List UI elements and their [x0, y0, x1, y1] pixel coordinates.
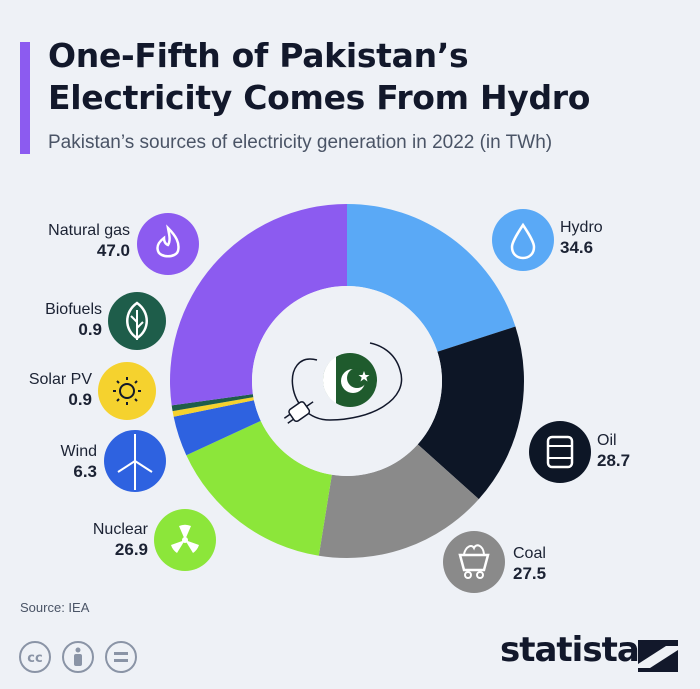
- sun-icon: [98, 362, 156, 420]
- series-value: 47.0: [96, 241, 130, 260]
- title-accent-bar: [20, 42, 30, 154]
- cc-icon[interactable]: cc: [19, 641, 51, 673]
- series-name: Solar PV: [28, 371, 92, 388]
- series-name: Hydro: [560, 219, 603, 236]
- slice-oil: [417, 326, 525, 500]
- source-note: Source: IEA: [20, 600, 90, 615]
- series-value: 26.9: [114, 540, 148, 559]
- label-oil: Oil 28.7: [597, 431, 687, 471]
- slice-coal: [318, 444, 479, 558]
- label-biofuels: Biofuels 0.9: [0, 300, 102, 340]
- label-wind: Wind 6.3: [0, 442, 97, 482]
- plug-icon: [283, 401, 314, 424]
- series-name: Coal: [513, 545, 546, 562]
- slice-solar-pv: [172, 397, 254, 417]
- series-value: 0.9: [68, 390, 92, 409]
- title-line-1: One-Fifth of Pakistan’s: [48, 36, 469, 75]
- donut-slices: [170, 204, 525, 558]
- statista-logo[interactable]: statista: [500, 630, 640, 670]
- leaf-icon: [108, 292, 166, 350]
- attribution-icon[interactable]: [62, 641, 94, 673]
- slice-natural-gas: [170, 204, 347, 406]
- license-icons: cc: [19, 641, 137, 673]
- slice-hydro: [347, 204, 516, 352]
- flame-icon: [137, 213, 199, 275]
- no-derivatives-icon[interactable]: [105, 641, 137, 673]
- svg-text:cc: cc: [27, 651, 42, 666]
- oil-barrel-icon: [529, 421, 591, 483]
- series-name: Wind: [60, 443, 97, 460]
- center-emblem: [252, 286, 442, 476]
- statista-logo-mark-icon: [638, 640, 678, 672]
- series-name: Nuclear: [92, 521, 148, 538]
- title-line-2: Electricity Comes From Hydro: [48, 78, 591, 117]
- label-solar-pv: Solar PV 0.9: [0, 370, 92, 410]
- chart-title: One-Fifth of Pakistan’s Electricity Come…: [48, 35, 688, 119]
- series-value: 27.5: [513, 564, 547, 583]
- slice-biofuels: [171, 394, 254, 412]
- series-name: Biofuels: [45, 301, 102, 318]
- water-drop-icon: [492, 209, 554, 271]
- series-value: 0.9: [78, 320, 102, 339]
- label-hydro: Hydro 34.6: [560, 218, 660, 258]
- pakistan-flag-icon: [322, 353, 377, 407]
- label-nuclear: Nuclear 26.9: [0, 520, 148, 560]
- label-natural-gas: Natural gas 47.0: [30, 221, 130, 261]
- series-name: Natural gas: [48, 222, 130, 239]
- coal-cart-icon: [443, 531, 505, 593]
- series-value: 6.3: [73, 462, 97, 481]
- radiation-icon: [154, 509, 216, 571]
- label-coal: Coal 27.5: [513, 544, 603, 584]
- series-value: 34.6: [560, 238, 594, 257]
- series-name: Oil: [597, 432, 617, 449]
- slice-wind: [173, 400, 261, 456]
- chart-subtitle: Pakistan’s sources of electricity genera…: [48, 132, 553, 153]
- slice-nuclear: [186, 420, 332, 556]
- cable-line: [291, 342, 403, 421]
- wind-turbine-icon: [104, 430, 166, 492]
- series-value: 28.7: [597, 451, 631, 470]
